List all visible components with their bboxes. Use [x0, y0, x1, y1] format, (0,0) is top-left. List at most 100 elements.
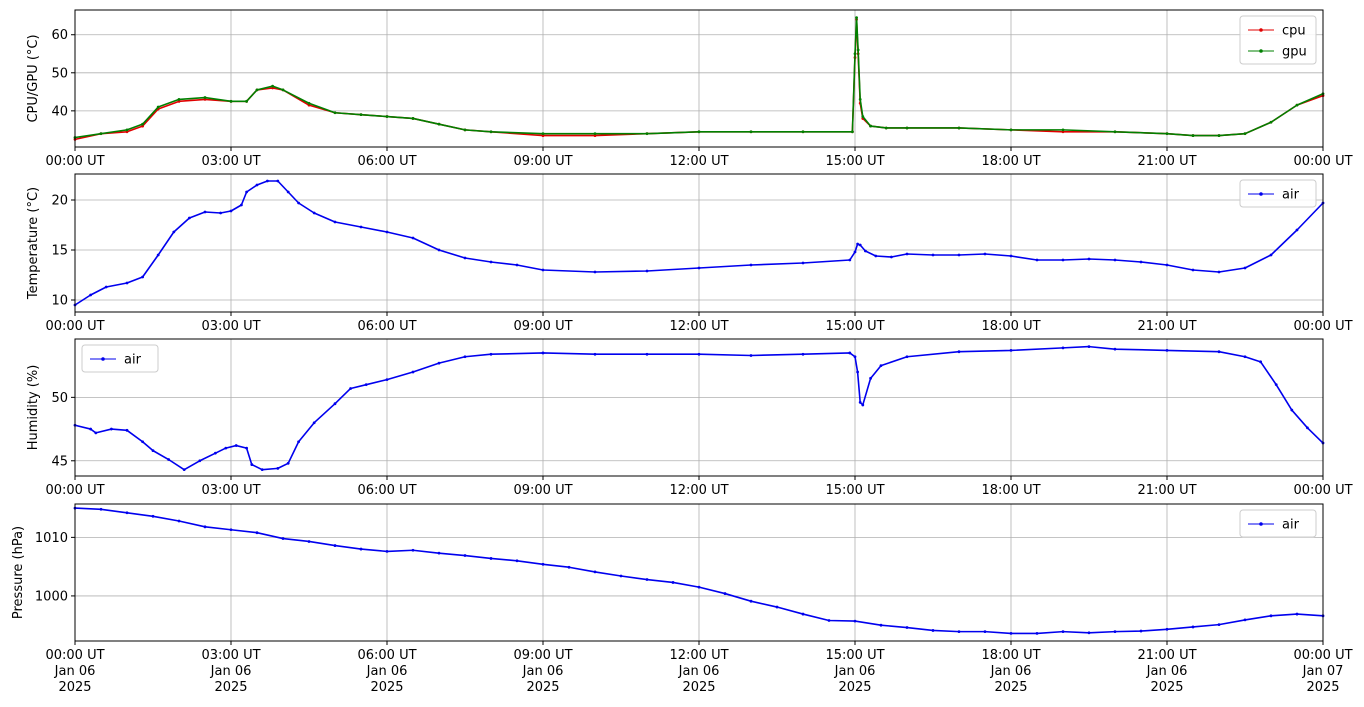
x-tick-date: Jan 06 [210, 664, 252, 679]
data-point [879, 364, 883, 368]
x-tick-year: 2025 [1306, 680, 1339, 695]
data-point [1087, 345, 1091, 349]
x-tick-label: 21:00 UT [1137, 483, 1196, 498]
data-point [385, 115, 389, 118]
y-tick-label: 40 [51, 104, 68, 119]
x-tick-label: 18:00 UT [981, 154, 1040, 169]
data-point [1035, 631, 1039, 635]
x-tick-label: 12:00 UT [669, 648, 728, 663]
x-tick-label: 00:00 UT [45, 319, 104, 334]
data-point [141, 440, 145, 444]
data-point [1269, 614, 1273, 618]
data-point [411, 370, 415, 374]
x-tick-label: 00:00 UT [1293, 319, 1352, 334]
y-tick-label: 20 [51, 194, 68, 209]
x-tick-label: 09:00 UT [513, 483, 572, 498]
data-point [255, 88, 259, 92]
data-point [307, 101, 311, 105]
data-point [856, 242, 859, 246]
x-tick-date: Jan 06 [54, 664, 96, 679]
x-tick-label: 00:00 UT [45, 648, 104, 663]
x-tick-label: 00:00 UT [1293, 154, 1352, 169]
legend-marker-air [1259, 192, 1263, 196]
data-point [801, 130, 805, 134]
y-tick-label: 60 [51, 28, 68, 43]
data-point [333, 111, 337, 115]
data-point [1139, 629, 1143, 633]
data-point [1306, 426, 1309, 430]
x-tick-label: 06:00 UT [357, 154, 416, 169]
data-point [437, 551, 441, 555]
x-tick-label: 12:00 UT [669, 319, 728, 334]
data-point [276, 179, 280, 183]
y-tick-label: 1010 [35, 531, 68, 546]
data-point [234, 444, 238, 447]
data-point [203, 525, 207, 529]
data-point [1274, 383, 1278, 387]
data-point [957, 253, 961, 257]
data-point [905, 126, 909, 130]
data-point [697, 585, 701, 589]
data-point [1061, 258, 1065, 262]
legend: air [81, 344, 159, 373]
data-point [957, 630, 961, 634]
data-point [1087, 257, 1091, 261]
x-tick-label: 00:00 UT [45, 483, 104, 498]
data-point [1009, 349, 1013, 352]
x-tick-label: 06:00 UT [357, 648, 416, 663]
data-point [1087, 631, 1091, 635]
x-tick-label: 18:00 UT [981, 648, 1040, 663]
data-point [245, 190, 249, 194]
data-point [411, 117, 415, 120]
data-point [853, 619, 857, 623]
data-point [541, 132, 545, 136]
data-point [858, 243, 862, 247]
data-point [214, 451, 217, 455]
x-tick-label: 06:00 UT [357, 483, 416, 498]
x-tick-label: 15:00 UT [825, 319, 884, 334]
x-tick-label: 00:00 UT [1293, 648, 1352, 663]
x-tick-date: Jan 06 [990, 664, 1032, 679]
data-point [775, 605, 779, 609]
x-tick-label: 03:00 UT [201, 319, 260, 334]
data-point [645, 132, 649, 136]
data-point [156, 253, 160, 257]
data-point [177, 98, 181, 101]
data-point [1295, 103, 1299, 107]
data-point [349, 387, 352, 390]
data-point [333, 220, 337, 224]
data-point [1139, 260, 1143, 264]
data-point [983, 630, 987, 634]
x-tick-label: 12:00 UT [669, 483, 728, 498]
data-point [266, 179, 269, 183]
data-point [957, 126, 961, 130]
data-point [1165, 132, 1169, 136]
y-axis-label: Temperature (°C) [26, 187, 41, 300]
panel-3: 00:00 UT 03:00 UT 06:00 UT 09:00 UT 12:00 UT… [26, 338, 1353, 498]
data-point [567, 565, 571, 569]
data-point [905, 626, 909, 629]
data-point [203, 96, 207, 99]
data-point [593, 570, 597, 574]
data-point [869, 376, 872, 380]
data-point [853, 355, 857, 359]
y-tick-label: 1000 [35, 589, 68, 604]
data-point [1191, 134, 1195, 137]
data-point [1290, 408, 1294, 412]
data-point [271, 84, 274, 88]
data-point [1217, 134, 1221, 137]
data-point [359, 225, 363, 229]
legend-box [1239, 509, 1317, 538]
data-point [905, 252, 909, 256]
y-tick-label: 45 [51, 454, 68, 469]
legend: air [1239, 509, 1317, 538]
data-point [864, 249, 867, 253]
data-point [359, 113, 363, 117]
data-point [645, 578, 649, 581]
data-point [281, 537, 285, 540]
data-point [905, 355, 909, 359]
legend-label-air: air [124, 353, 142, 368]
data-point [848, 258, 852, 262]
data-point [463, 554, 467, 557]
